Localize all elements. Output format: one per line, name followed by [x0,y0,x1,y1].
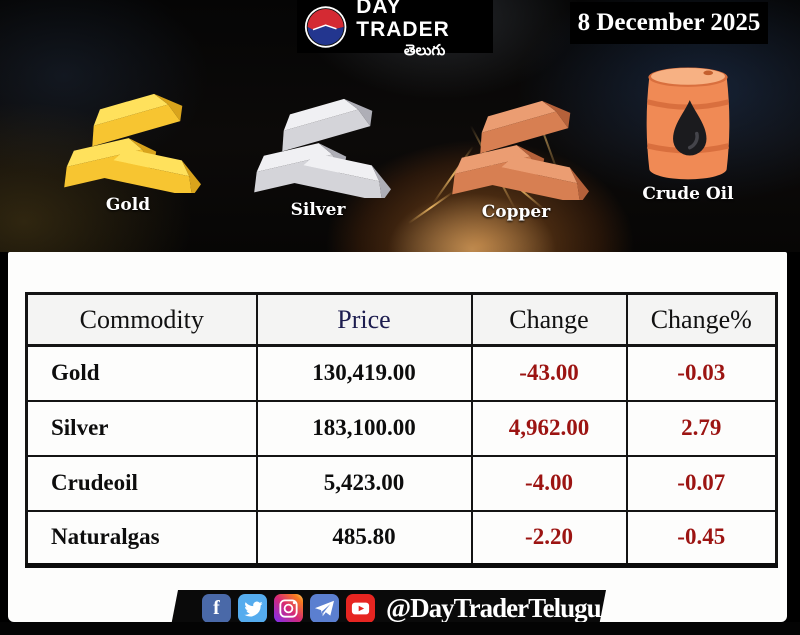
commodity-figure-copper-label: Copper [481,202,551,222]
price-card: Commodity Price Change Change% Gold 130,… [8,252,787,622]
cell-price: 183,100.00 [255,399,473,457]
footer-social-row: f @DayTraderTelugu [196,592,606,624]
cell-price: 485.80 [255,509,473,567]
column-header-change: Change [470,292,628,347]
copper-bars-icon [441,90,591,200]
social-handle[interactable]: @DayTraderTelugu [386,592,602,623]
commodity-label: Crude Oil [642,184,734,204]
cell-change-pct: 2.79 [625,399,778,457]
column-header-price: Price [255,292,473,347]
brand-name: DAY TRADER [356,0,450,41]
cell-price: 5,423.00 [255,454,473,512]
commodity-figure-silver: Silver [238,88,398,220]
brand-subtitle-telugu: తెలుగు [403,40,446,59]
cell-change-pct: -0.45 [625,509,778,567]
cell-change: -2.20 [470,509,628,567]
cell-change-pct: -0.03 [625,344,778,402]
day-trader-logo-icon [304,5,347,48]
telegram-icon[interactable] [310,593,339,623]
cell-price: 130,419.00 [255,344,473,402]
facebook-icon[interactable]: f [202,593,231,623]
cell-change: -4.00 [470,454,628,512]
cell-change-pct: -0.07 [625,454,778,512]
column-header-commodity: Commodity [25,292,258,347]
commodity-figure-gold: Gold [48,83,208,215]
column-header-change-pct: Change% [625,292,778,347]
oil-barrel-icon [644,64,732,182]
cell-change: -43.00 [470,344,628,402]
cell-commodity: Gold [25,344,258,402]
table-header-row: Commodity Price Change Change% [25,292,778,347]
commodity-figure-crude-oil: Crude Oil [608,64,768,204]
cell-commodity: Naturalgas [25,509,258,567]
commodity-price-table: Commodity Price Change Change% Gold 130,… [25,292,778,568]
instagram-icon[interactable] [274,593,303,623]
gold-bars-icon [53,83,203,193]
twitter-icon[interactable] [238,593,267,623]
youtube-icon[interactable] [346,593,375,623]
cell-change: 4,962.00 [470,399,628,457]
brand-logo-block: DAY TRADER తెలుగు [297,0,493,59]
table-row: Gold 130,419.00 -43.00 -0.03 [25,344,778,402]
commodity-figure-copper: Copper [436,90,596,222]
silver-bars-icon [243,88,393,198]
table-row: Silver 183,100.00 4,962.00 2.79 [25,399,778,457]
cell-commodity: Silver [25,399,258,457]
table-row: Crudeoil 5,423.00 -4.00 -0.07 [25,454,778,512]
table-row: Naturalgas 485.80 -2.20 -0.45 [25,509,778,567]
cell-commodity: Crudeoil [25,454,258,512]
commodity-label: Gold [105,195,151,215]
date-label: 8 December 2025 [570,2,768,44]
bottom-black-bar [0,622,800,635]
commodity-label: Silver [290,200,346,220]
